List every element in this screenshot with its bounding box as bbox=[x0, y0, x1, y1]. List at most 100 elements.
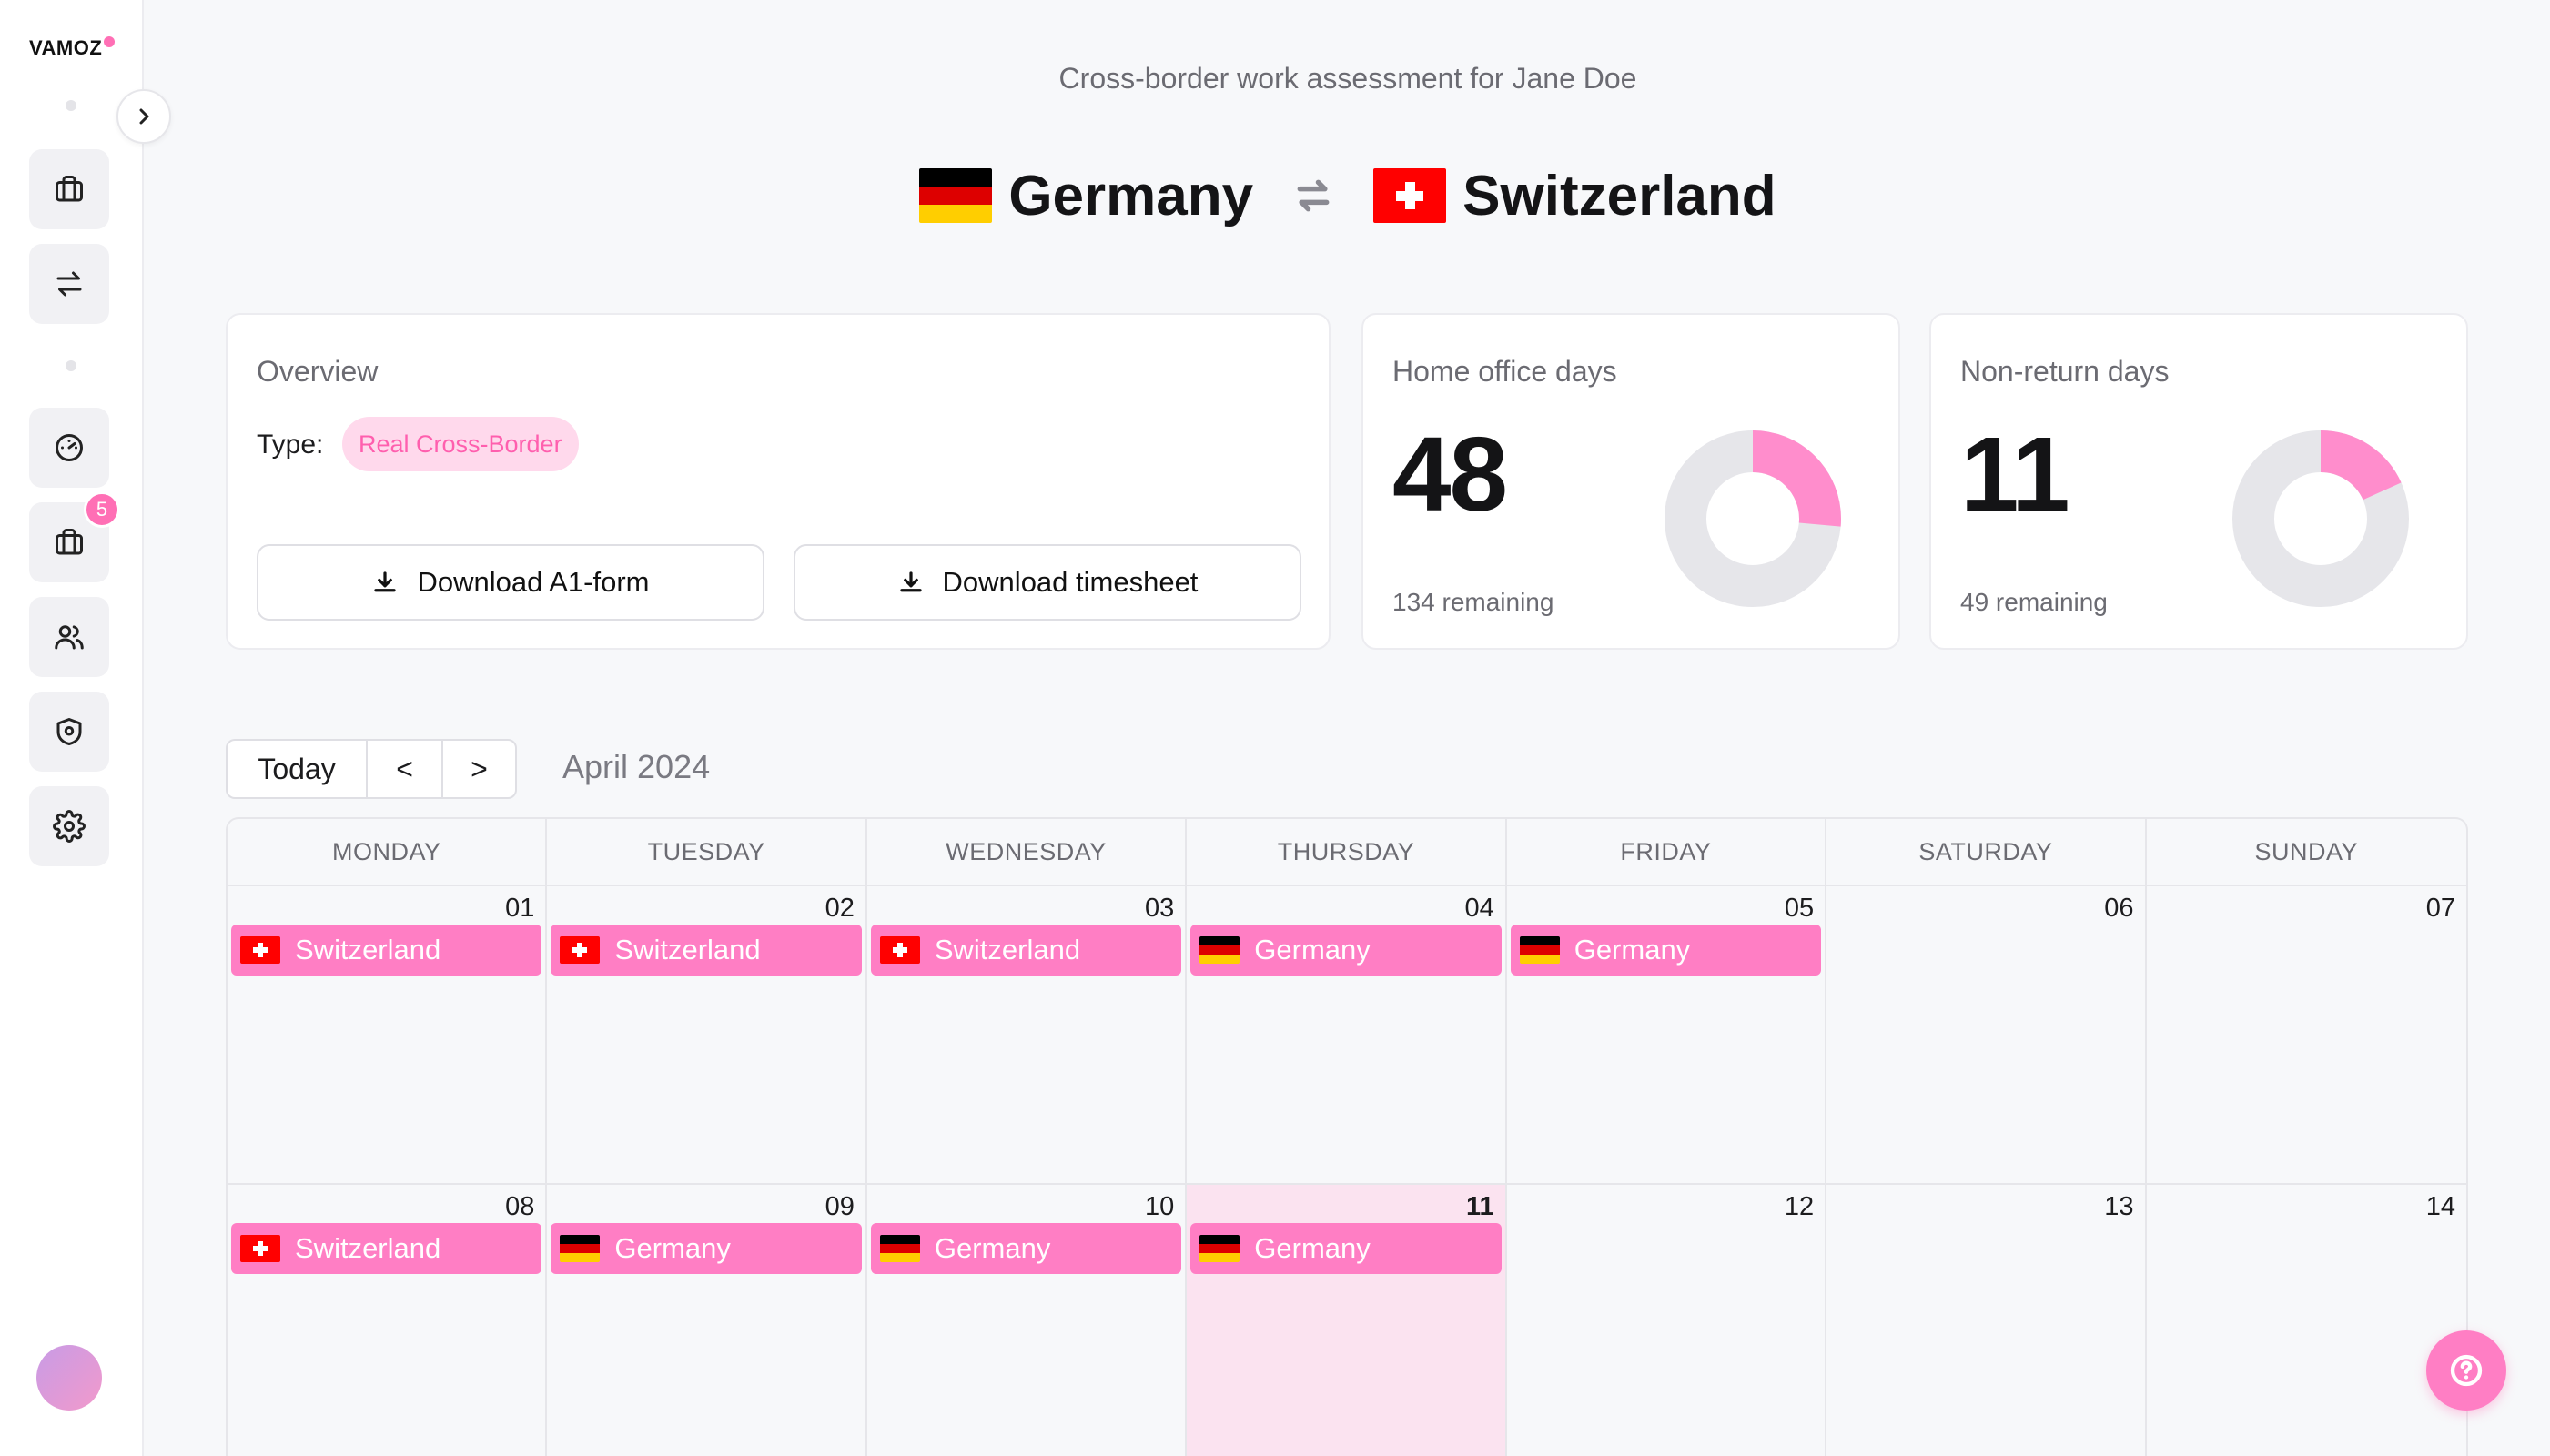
route-header: Germany Switzerland bbox=[146, 155, 2550, 237]
sidebar-expand-button[interactable] bbox=[116, 89, 171, 144]
day-number: 10 bbox=[1145, 1192, 1175, 1221]
day-number: 04 bbox=[1464, 894, 1494, 923]
germany-flag-icon bbox=[560, 1235, 601, 1262]
calendar-event[interactable]: Germany bbox=[870, 1223, 1182, 1274]
sidebar: VAMOZ 5 bbox=[0, 0, 144, 1456]
non-return-value: 11 bbox=[1960, 415, 2070, 533]
sidebar-item-cross-border[interactable] bbox=[29, 244, 109, 324]
calendar-day[interactable]: 10 Germany bbox=[867, 1185, 1188, 1456]
next-month-button[interactable]: > bbox=[441, 741, 515, 797]
home-office-card: Home office days 48 134 remaining bbox=[1361, 313, 1900, 650]
day-number: 03 bbox=[1145, 894, 1175, 923]
home-office-title: Home office days bbox=[1392, 355, 1617, 388]
download-a1-button[interactable]: Download A1-form bbox=[257, 544, 764, 621]
germany-flag-icon bbox=[1519, 936, 1560, 964]
non-return-title: Non-return days bbox=[1960, 355, 2170, 388]
event-label: Germany bbox=[934, 1232, 1051, 1264]
calendar-day[interactable]: 08 Switzerland bbox=[228, 1185, 548, 1456]
event-label: Switzerland bbox=[614, 934, 761, 966]
download-timesheet-button[interactable]: Download timesheet bbox=[794, 544, 1301, 621]
day-number: 11 bbox=[1466, 1192, 1494, 1221]
event-label: Germany bbox=[1574, 934, 1691, 966]
help-icon bbox=[2450, 1354, 2483, 1387]
switzerland-flag-icon bbox=[1373, 168, 1447, 223]
overview-title: Overview bbox=[257, 355, 379, 388]
calendar-body: 01 Switzerland 02 Switzerland 03 Switzerland 0… bbox=[228, 886, 2466, 1456]
calendar-day[interactable]: 05 Germany bbox=[1506, 886, 1827, 1185]
calendar-day[interactable]: 01 Switzerland bbox=[228, 886, 548, 1185]
download-icon bbox=[374, 571, 397, 592]
calendar-day[interactable]: 03 Switzerland bbox=[866, 886, 1188, 1185]
sidebar-item-trips[interactable] bbox=[29, 149, 109, 229]
weekday-tuesday: TUESDAY bbox=[547, 819, 867, 885]
sidebar-separator-dot bbox=[66, 360, 76, 371]
calendar-event[interactable]: Switzerland bbox=[231, 1223, 542, 1274]
weekday-friday: FRIDAY bbox=[1507, 819, 1827, 885]
day-number: 09 bbox=[825, 1192, 855, 1221]
swap-arrows-icon bbox=[1293, 176, 1333, 216]
swap-icon bbox=[56, 271, 82, 297]
sidebar-item-dashboard[interactable] bbox=[29, 408, 109, 488]
calendar-day[interactable]: 13 bbox=[1826, 1185, 2147, 1456]
logo-dot-icon bbox=[104, 36, 115, 47]
calendar-day[interactable]: 12 bbox=[1507, 1185, 1827, 1456]
day-number: 12 bbox=[1784, 1192, 1815, 1221]
calendar-event[interactable]: Switzerland bbox=[551, 925, 862, 976]
dashboard-icon bbox=[56, 434, 83, 461]
calendar-day[interactable]: 04 Germany bbox=[1187, 886, 1507, 1185]
to-country: Switzerland bbox=[1373, 164, 1776, 228]
download-timesheet-label: Download timesheet bbox=[942, 566, 1199, 598]
non-return-remaining: 49 remaining bbox=[1960, 588, 2108, 616]
calendar-grid: MONDAY TUESDAY WEDNESDAY THURSDAY FRIDAY… bbox=[226, 817, 2468, 1456]
weekday-wednesday: WEDNESDAY bbox=[867, 819, 1188, 885]
weekday-thursday: THURSDAY bbox=[1187, 819, 1507, 885]
day-number: 13 bbox=[2104, 1192, 2134, 1221]
calendar-day[interactable]: 02 Switzerland bbox=[547, 886, 867, 1185]
calendar-day-today[interactable]: 11 Germany bbox=[1187, 1185, 1507, 1456]
home-office-remaining: 134 remaining bbox=[1392, 588, 1554, 616]
event-label: Switzerland bbox=[934, 934, 1081, 966]
calendar-day[interactable]: 09 Germany bbox=[547, 1185, 867, 1456]
event-label: Switzerland bbox=[295, 1232, 441, 1264]
calendar-event[interactable]: Switzerland bbox=[231, 925, 542, 976]
to-country-name: Switzerland bbox=[1462, 164, 1776, 228]
users-icon bbox=[55, 625, 84, 650]
month-label: April 2024 bbox=[562, 748, 711, 785]
calendar-event[interactable]: Germany bbox=[1510, 925, 1822, 976]
overview-card: Overview Type: Real Cross-Border Downloa… bbox=[226, 313, 1331, 650]
from-country-name: Germany bbox=[1008, 164, 1254, 228]
non-return-card: Non-return days 11 49 remaining bbox=[1929, 313, 2468, 650]
calendar-event[interactable]: Germany bbox=[1190, 1223, 1502, 1274]
shield-icon bbox=[56, 718, 82, 745]
sidebar-item-settings[interactable] bbox=[29, 786, 109, 866]
sidebar-item-employees[interactable] bbox=[29, 597, 109, 677]
app-logo[interactable]: VAMOZ bbox=[29, 36, 103, 59]
prev-month-button[interactable]: < bbox=[396, 752, 413, 785]
germany-flag-icon bbox=[1199, 936, 1240, 964]
day-number: 14 bbox=[2425, 1192, 2455, 1221]
donut-progress bbox=[1665, 430, 1841, 607]
user-avatar[interactable] bbox=[36, 1345, 102, 1410]
calendar-day[interactable]: 14 bbox=[2147, 1185, 2466, 1456]
calendar-day[interactable]: 07 bbox=[2146, 886, 2466, 1185]
type-label: Type: bbox=[257, 430, 324, 460]
weekday-saturday: SATURDAY bbox=[1826, 819, 2147, 885]
calendar-event[interactable]: Germany bbox=[1190, 925, 1502, 976]
help-button[interactable] bbox=[2426, 1330, 2506, 1410]
non-return-donut bbox=[2232, 430, 2409, 607]
weekday-monday: MONDAY bbox=[228, 819, 548, 885]
calendar-event[interactable]: Germany bbox=[551, 1223, 862, 1274]
switzerland-flag-icon bbox=[240, 1235, 280, 1262]
home-office-donut bbox=[1665, 430, 1841, 607]
calendar-event[interactable]: Switzerland bbox=[870, 925, 1182, 976]
switzerland-flag-icon bbox=[560, 936, 601, 964]
sidebar-separator-dot bbox=[66, 100, 76, 111]
day-number: 07 bbox=[2425, 894, 2455, 923]
sidebar-item-compliance[interactable] bbox=[29, 692, 109, 772]
today-button[interactable]: Today bbox=[228, 741, 369, 797]
type-badge: Real Cross-Border bbox=[342, 417, 579, 471]
briefcase-icon bbox=[56, 529, 83, 555]
calendar-day[interactable]: 06 bbox=[1826, 886, 2147, 1185]
event-label: Switzerland bbox=[295, 934, 441, 966]
from-country: Germany bbox=[919, 164, 1253, 228]
